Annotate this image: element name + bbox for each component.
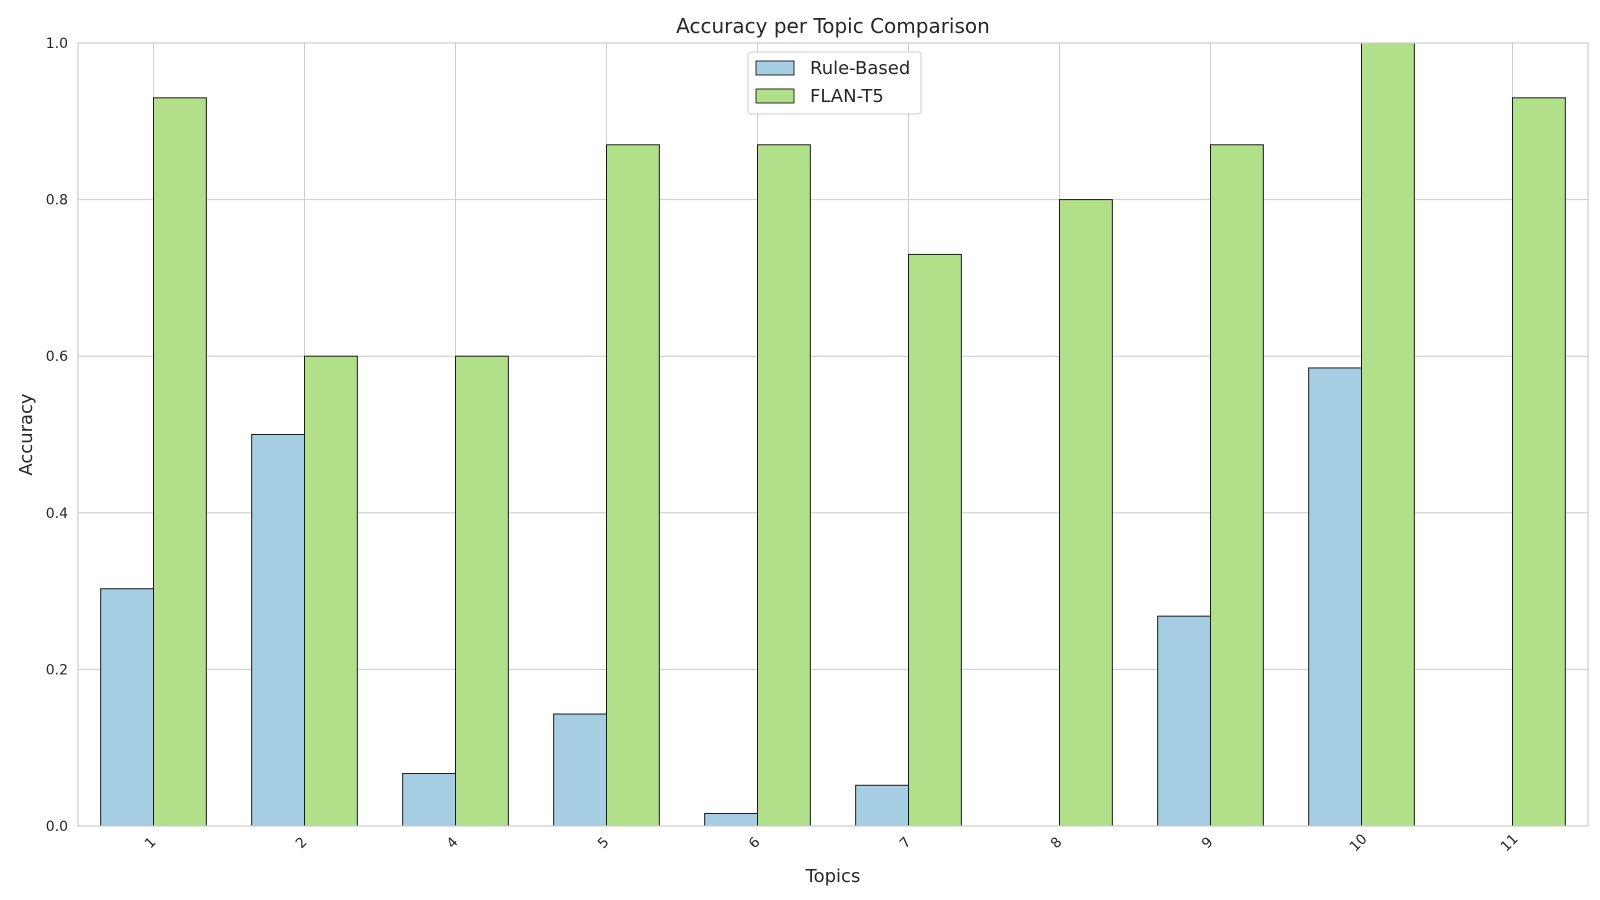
bars	[100, 42, 1566, 827]
y-tick-label: 1.0	[46, 36, 68, 52]
legend-swatch-rule-based	[755, 60, 795, 76]
x-tick-label: 10	[1347, 831, 1371, 855]
y-tick-label: 0.0	[46, 819, 68, 835]
y-axis-label: Accuracy	[16, 393, 37, 476]
x-axis-label: Topics	[805, 866, 861, 887]
legend: Rule-Based FLAN-T5	[747, 51, 922, 115]
bar-rule-based-topic-4	[402, 773, 456, 827]
x-tick-label: 4	[444, 834, 462, 852]
y-tick-label: 0.4	[46, 506, 68, 522]
bar-rule-based-topic-6	[704, 812, 759, 827]
y-tick-label: 0.2	[46, 662, 68, 678]
bar-rule-based-topic-7	[855, 784, 910, 827]
y-tick-label: 0.6	[46, 349, 68, 365]
bar-rule-based-topic-9	[1157, 615, 1212, 827]
x-tick-label: 11	[1498, 831, 1522, 855]
y-tick-labels: 0.0 0.2 0.4 0.6 0.8 1.0	[46, 36, 68, 835]
plot-frame	[77, 42, 1589, 827]
bar-flan-t5-topic-2	[304, 355, 358, 827]
x-tick-labels: 1 2 4 5 6 7 8 9 10 11	[142, 831, 1522, 855]
bar-flan-t5-topic-5	[606, 144, 660, 827]
legend-label-flan-t5: FLAN-T5	[810, 86, 884, 107]
bar-flan-t5-topic-8	[1059, 199, 1113, 827]
x-tick-label: 7	[897, 834, 915, 852]
x-tick-label: 1	[142, 834, 160, 852]
bar-rule-based-topic-1	[100, 588, 154, 827]
x-tick-label: 9	[1199, 834, 1217, 852]
bar-rule-based-topic-10	[1308, 367, 1363, 827]
legend-swatch-flan-t5	[755, 88, 795, 104]
bar-rule-based-topic-2	[251, 434, 305, 827]
bar-flan-t5-topic-9	[1210, 144, 1264, 827]
bar-flan-t5-topic-4	[455, 355, 509, 827]
bar-flan-t5-topic-11	[1512, 97, 1566, 827]
legend-label-rule-based: Rule-Based	[810, 58, 910, 79]
x-tick-label: 5	[595, 834, 613, 852]
x-tick-label: 6	[746, 834, 764, 852]
chart-title: Accuracy per Topic Comparison	[676, 14, 990, 38]
bar-flan-t5-topic-7	[908, 253, 962, 827]
bar-flan-t5-topic-6	[757, 144, 811, 827]
x-tick-label: 2	[293, 834, 311, 852]
bar-flan-t5-topic-10	[1361, 42, 1415, 827]
bar-flan-t5-topic-1	[153, 97, 207, 827]
y-tick-label: 0.8	[46, 193, 68, 209]
x-tick-label: 8	[1048, 834, 1066, 852]
bar-rule-based-topic-5	[553, 713, 608, 827]
